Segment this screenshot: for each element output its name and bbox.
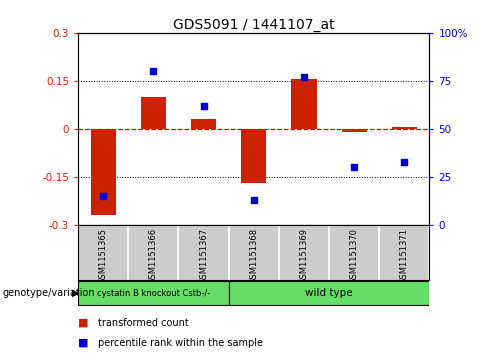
Text: percentile rank within the sample: percentile rank within the sample — [98, 338, 263, 348]
Bar — [78, 281, 229, 305]
Point — [401, 159, 408, 164]
Point — [149, 68, 157, 74]
Point — [250, 197, 258, 203]
Bar — [229, 281, 429, 305]
Text: GSM1151368: GSM1151368 — [249, 228, 258, 284]
Bar — [342, 129, 366, 132]
Text: genotype/variation: genotype/variation — [2, 288, 95, 298]
Text: GSM1151365: GSM1151365 — [99, 228, 108, 284]
Bar — [191, 119, 216, 129]
Bar — [141, 97, 166, 129]
Bar — [91, 129, 116, 216]
Title: GDS5091 / 1441107_at: GDS5091 / 1441107_at — [173, 18, 335, 32]
Text: ■: ■ — [78, 338, 89, 348]
Point — [350, 164, 358, 170]
Text: GSM1151371: GSM1151371 — [400, 228, 409, 284]
Bar — [291, 79, 317, 129]
Text: cystatin B knockout Cstb-/-: cystatin B knockout Cstb-/- — [97, 289, 210, 298]
Text: wild type: wild type — [305, 288, 353, 298]
Text: GSM1151369: GSM1151369 — [300, 228, 308, 284]
Text: ■: ■ — [78, 318, 89, 328]
Point — [300, 74, 308, 80]
Text: transformed count: transformed count — [98, 318, 188, 328]
Bar — [392, 127, 417, 129]
Text: GSM1151367: GSM1151367 — [199, 228, 208, 284]
Text: GSM1151370: GSM1151370 — [349, 228, 359, 284]
Text: ▶: ▶ — [72, 288, 80, 298]
Text: GSM1151366: GSM1151366 — [149, 228, 158, 284]
Bar — [241, 129, 266, 183]
Point — [99, 193, 107, 199]
Point — [200, 103, 207, 109]
